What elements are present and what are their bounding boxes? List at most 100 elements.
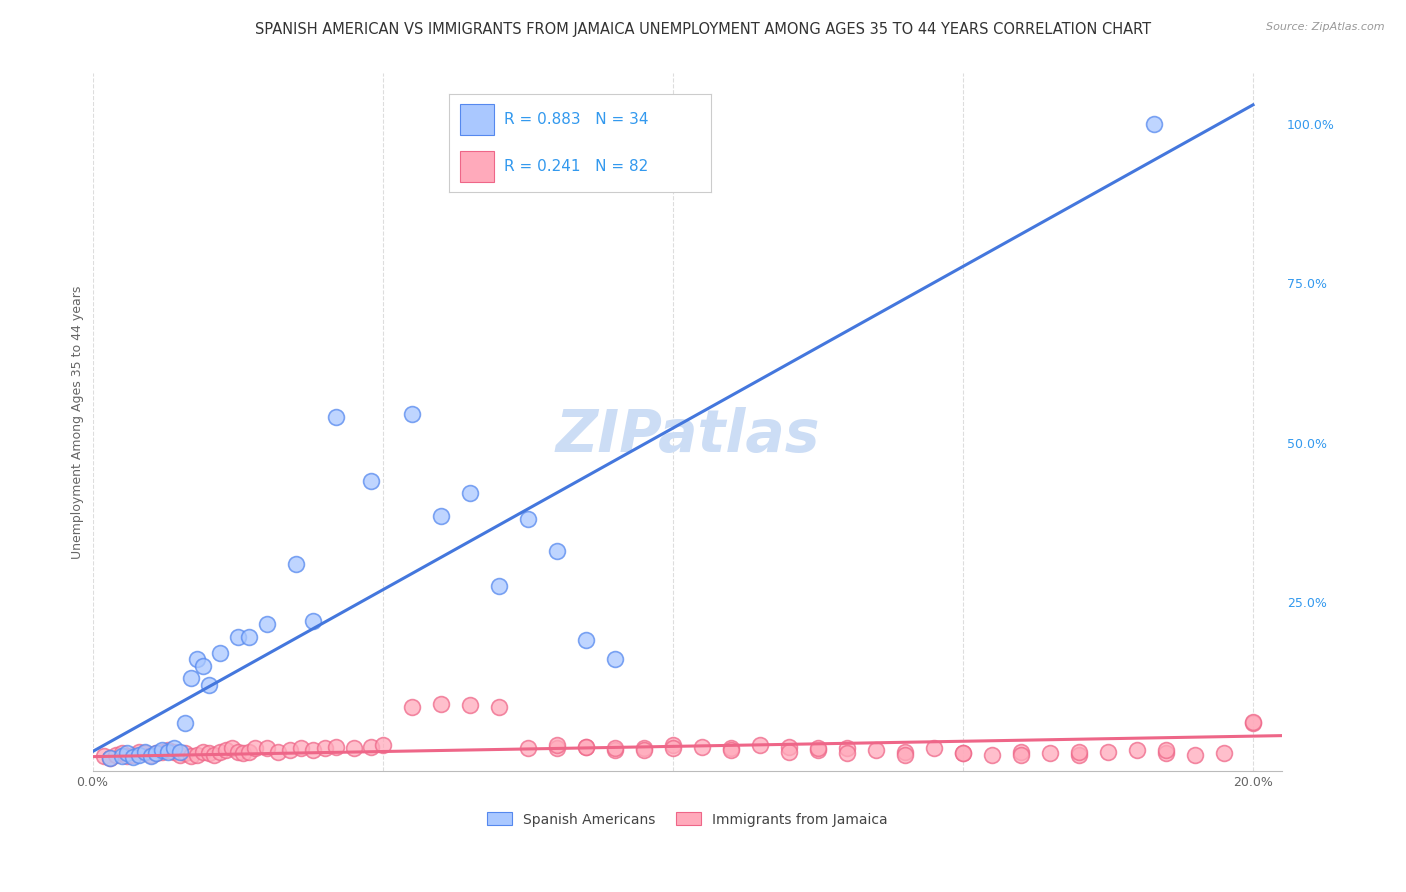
Point [1241,715,1264,730]
Point [835,747,858,761]
Point [575,740,598,755]
Point [401,700,423,714]
Point [1067,747,1090,762]
Point [546,544,568,558]
Text: ZIPatlas: ZIPatlas [555,408,820,464]
Point [778,740,800,755]
Point [128,745,150,759]
Point [209,646,232,660]
Point [267,745,290,759]
Point [1010,747,1032,762]
Point [174,715,197,730]
Point [209,745,232,759]
Text: SPANISH AMERICAN VS IMMIGRANTS FROM JAMAICA UNEMPLOYMENT AMONG AGES 35 TO 44 YEA: SPANISH AMERICAN VS IMMIGRANTS FROM JAMA… [254,22,1152,37]
Point [401,407,423,421]
Point [720,741,742,756]
Point [1010,745,1032,759]
Point [865,742,887,756]
Point [186,652,208,666]
Point [150,745,173,759]
Point [156,745,179,759]
Point [603,741,626,756]
Point [778,745,800,759]
Point [169,745,191,759]
Point [232,747,254,761]
Point [1039,747,1062,761]
Point [1126,742,1149,756]
Point [110,749,132,764]
Point [122,750,145,764]
Point [488,700,510,714]
Point [458,486,481,500]
Point [952,747,974,761]
Point [290,741,312,756]
Point [1241,714,1264,729]
Point [256,741,278,756]
Point [180,749,202,764]
Point [662,741,685,756]
Point [226,745,249,759]
Point [1067,745,1090,759]
Point [302,614,325,628]
Point [226,630,249,644]
Point [360,474,382,488]
Point [180,671,202,685]
Point [163,741,186,756]
Point [325,410,347,425]
Point [748,738,770,752]
Point [1213,747,1236,761]
Point [894,745,917,759]
Point [145,747,167,761]
Point [122,747,145,762]
Point [104,747,127,762]
Point [139,747,162,762]
Point [488,579,510,593]
Point [1143,117,1166,131]
Point [156,742,179,756]
Point [238,745,260,759]
Point [314,741,336,756]
Point [150,742,173,756]
Point [215,742,238,756]
Point [134,747,156,761]
Point [922,741,945,756]
Point [302,742,325,756]
Point [186,747,208,762]
Point [516,741,538,756]
Point [191,745,214,759]
Point [1184,747,1206,762]
Point [343,741,366,756]
Point [458,698,481,712]
Point [163,745,186,759]
Point [243,741,266,756]
Point [575,740,598,755]
Point [117,749,139,764]
Point [980,747,1002,762]
Point [429,697,451,711]
Point [238,630,260,644]
Point [169,747,191,762]
Point [325,740,347,755]
Point [633,742,655,756]
Point [284,557,307,571]
Point [139,749,162,764]
Point [221,741,243,756]
Point [93,749,115,764]
Point [1097,745,1119,759]
Point [360,740,382,755]
Point [128,747,150,762]
Point [204,747,226,762]
Point [256,617,278,632]
Point [1154,742,1177,756]
Point [546,738,568,752]
Point [633,741,655,756]
Point [98,751,121,765]
Point [807,741,830,756]
Point [197,678,219,692]
Point [197,747,219,761]
Point [603,742,626,756]
Point [603,652,626,666]
Y-axis label: Unemployment Among Ages 35 to 44 years: Unemployment Among Ages 35 to 44 years [72,285,84,558]
Point [894,747,917,762]
Point [720,742,742,756]
